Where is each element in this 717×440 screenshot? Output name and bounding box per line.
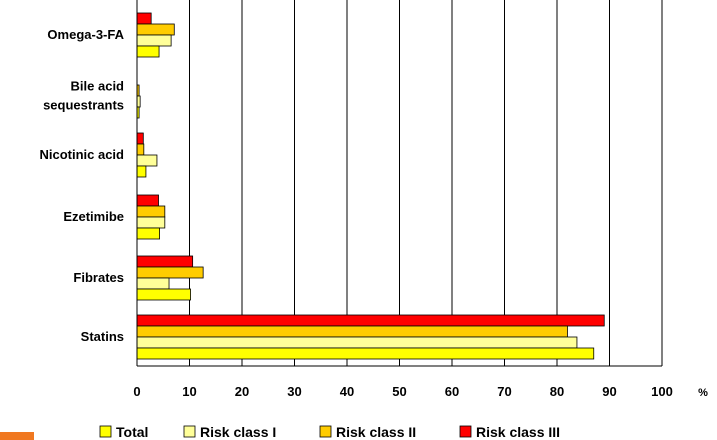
x-tick-label: 70 <box>497 384 511 399</box>
x-tick-label: 50 <box>392 384 406 399</box>
bar-total <box>136 165 147 178</box>
bar-risk-class-ii <box>136 23 175 36</box>
x-tick-label: 100 <box>651 384 673 399</box>
bar-risk-class-iii <box>136 314 605 327</box>
category-label: sequestrants <box>43 98 124 113</box>
grid-lines <box>189 0 663 366</box>
category-label: Ezetimibe <box>63 209 124 224</box>
x-tick-label: 0 <box>133 384 140 399</box>
bar-total <box>136 288 191 301</box>
bars <box>136 12 605 360</box>
bar-risk-class-iii <box>136 132 144 145</box>
legend-swatch <box>99 425 112 438</box>
legend-swatch <box>459 425 472 438</box>
bar-risk-class-ii <box>136 143 145 156</box>
x-tick-label: 20 <box>235 384 249 399</box>
bar-risk-class-iii <box>136 255 194 268</box>
category-labels: Omega-3-FA Bile acid sequestrants Nicotinic… <box>39 27 124 344</box>
bar-risk-class-ii <box>136 325 568 338</box>
bar-risk-class-i <box>136 216 166 229</box>
bar-risk-class-i <box>136 336 578 349</box>
legend-label: Risk class III <box>476 424 560 440</box>
x-tick-label: 90 <box>602 384 616 399</box>
bar-total <box>136 45 160 58</box>
legend-swatch <box>319 425 332 438</box>
bar-total <box>136 227 160 240</box>
x-tick-label: 60 <box>445 384 459 399</box>
x-tick-label: 40 <box>340 384 354 399</box>
bar-risk-class-iii <box>136 12 152 25</box>
x-tick-label: 80 <box>550 384 564 399</box>
category-label: Nicotinic acid <box>39 147 124 162</box>
bar-risk-class-ii <box>136 266 204 279</box>
legend-swatch <box>183 425 196 438</box>
bar-risk-class-ii <box>136 205 166 218</box>
category-label: Bile acid <box>71 79 125 94</box>
axes <box>136 0 662 367</box>
legend-label: Total <box>116 424 148 440</box>
x-tick-label: 30 <box>287 384 301 399</box>
bar-risk-class-i <box>136 154 158 167</box>
category-label: Omega-3-FA <box>47 27 124 42</box>
category-label: Statins <box>81 329 124 344</box>
legend-label: Risk class II <box>336 424 416 440</box>
bar-risk-class-i <box>136 34 172 47</box>
x-tick-label: 10 <box>182 384 196 399</box>
x-unit-label: % <box>698 387 708 399</box>
bar-risk-class-i <box>136 277 170 290</box>
bar-risk-class-iii <box>136 194 159 207</box>
corner-accent <box>0 432 34 440</box>
bar-total <box>136 347 595 360</box>
legend-label: Risk class I <box>200 424 276 440</box>
category-label: Fibrates <box>73 270 124 285</box>
x-tick-labels: 0 10 20 30 40 50 60 70 80 90 100 <box>133 384 672 399</box>
legend: Total Risk class I Risk class II Risk class… <box>99 424 560 440</box>
